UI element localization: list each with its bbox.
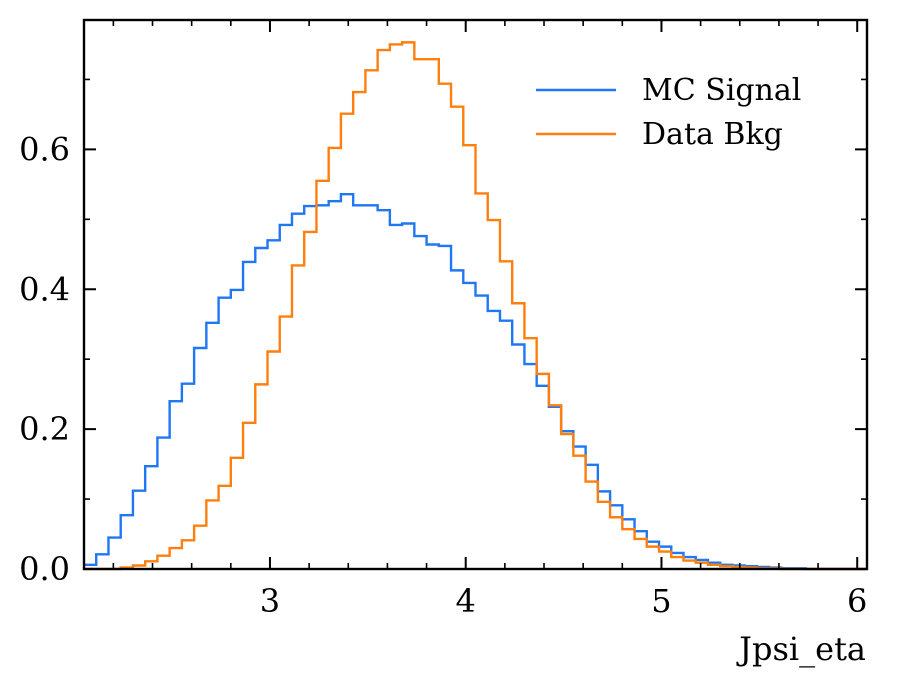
- legend-label: MC Signal: [642, 73, 801, 108]
- x-tick-label: 4: [456, 582, 476, 620]
- y-tick-label: 0.0: [19, 550, 70, 588]
- plot-frame: [82, 18, 869, 571]
- y-tick-label: 0.4: [19, 270, 70, 308]
- labels-layer: 3 4 5 6 0.0 0.2 0.4 0.6: [19, 130, 867, 620]
- x-axis-label: Jpsi_eta: [736, 630, 866, 668]
- x-tick-label: 3: [260, 582, 280, 620]
- series-line-data-bkg: [84, 41, 867, 571]
- legend-label: Data Bkg: [642, 117, 783, 152]
- series-line-mc-signal: [84, 192, 867, 571]
- legend: MC Signal Data Bkg: [536, 73, 801, 152]
- x-tick-label: 6: [847, 582, 867, 620]
- y-tick-label: 0.6: [19, 130, 70, 168]
- x-tick-label: 5: [651, 582, 671, 620]
- y-tick-label: 0.2: [19, 410, 70, 448]
- series-layer: [84, 41, 867, 571]
